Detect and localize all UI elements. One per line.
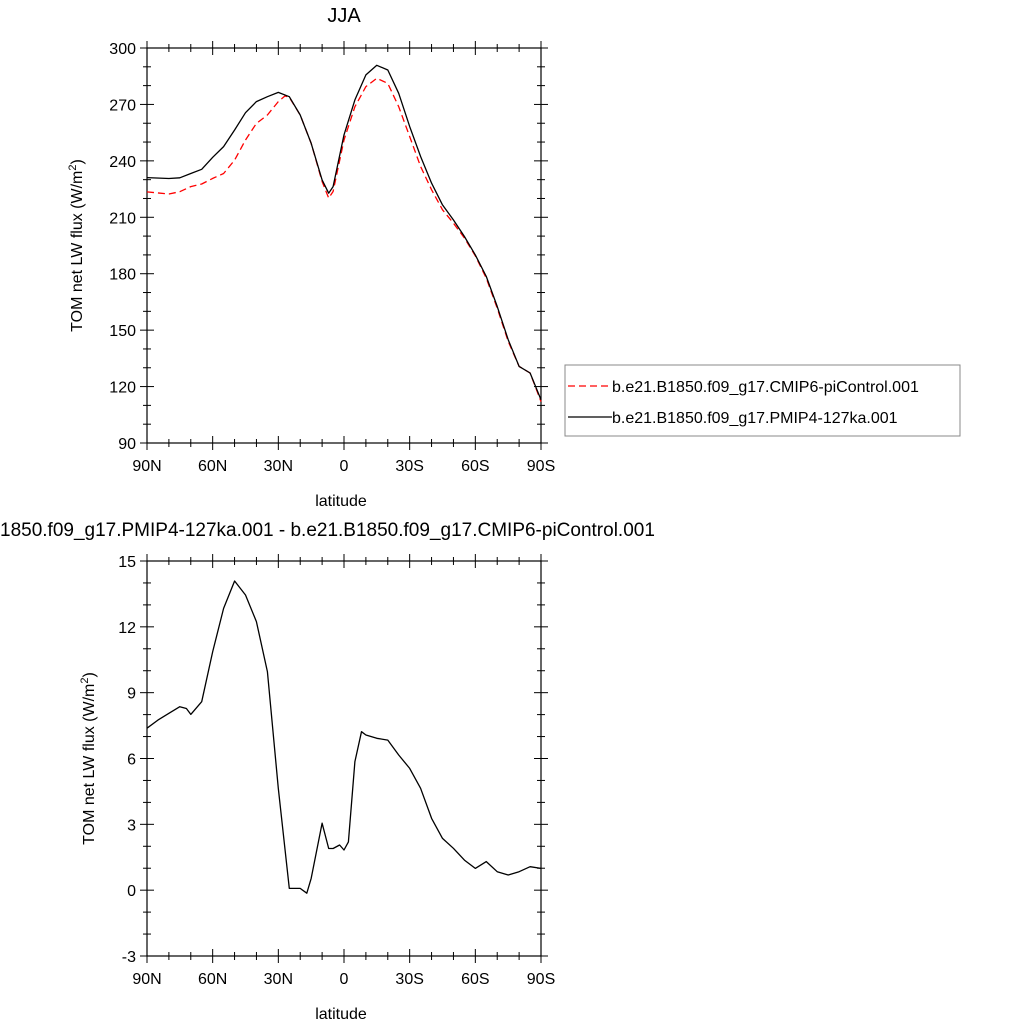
y-tick-label: 120 bbox=[109, 380, 136, 397]
plot-1: 90N 60N 30N 0 30S 60S 90S 90 120 150 180 210 240 270 3… bbox=[67, 5, 961, 510]
x-tick-label: 30S bbox=[395, 971, 423, 988]
x-tick-label: 90S bbox=[527, 458, 555, 475]
y-axis-label-text: TOM net LW flux (W/m bbox=[81, 684, 98, 845]
y-tick-label: 150 bbox=[109, 323, 136, 340]
x-tick-label: 60N bbox=[198, 458, 227, 475]
plot-frame bbox=[146, 560, 542, 957]
legend-label: b.e21.B1850.f09_g17.PMIP4-127ka.001 bbox=[612, 410, 898, 427]
y-tick-label: 270 bbox=[109, 97, 136, 114]
x-axis-label: latitude bbox=[315, 1006, 367, 1023]
chart-title: 1850.f09_g17.PMIP4-127ka.001 - b.e21.B18… bbox=[0, 520, 655, 541]
y-tick-label: 12 bbox=[118, 620, 136, 637]
legend-box bbox=[564, 364, 961, 437]
x-tick-label: 90S bbox=[527, 971, 555, 988]
legend: b.e21.B1850.f09_g17.CMIP6-piControl.001b… bbox=[564, 364, 961, 437]
legend-label: b.e21.B1850.f09_g17.CMIP6-piControl.001 bbox=[612, 379, 919, 396]
y-axis-label-text: TOM net LW flux (W/m bbox=[69, 171, 86, 332]
x-tick-label: 90N bbox=[132, 971, 161, 988]
y-tick-label: 0 bbox=[127, 883, 136, 900]
y-tick-label: 9 bbox=[127, 686, 136, 703]
y-tick-label: 6 bbox=[127, 752, 136, 769]
x-tick-label: 60S bbox=[461, 458, 489, 475]
y-tick-label: -3 bbox=[122, 949, 136, 966]
y-tick-label: 240 bbox=[109, 154, 136, 171]
x-tick-label: 0 bbox=[340, 458, 349, 475]
series-line-1 bbox=[146, 77, 542, 402]
x-tick-label: 60S bbox=[461, 971, 489, 988]
series-line-2 bbox=[146, 64, 542, 400]
y-tick-label: 15 bbox=[118, 554, 136, 571]
y-axis-label: TOM net LW flux (W/m2) bbox=[67, 159, 86, 332]
series-line-1 bbox=[146, 580, 542, 894]
x-tick-label: 90N bbox=[132, 458, 161, 475]
chart-title: JJA bbox=[327, 5, 361, 27]
x-tick-label: 60N bbox=[198, 971, 227, 988]
x-tick-label: 30S bbox=[395, 458, 423, 475]
y-tick-label: 300 bbox=[109, 41, 136, 58]
plot-frame bbox=[146, 47, 542, 444]
y-tick-label: 210 bbox=[109, 210, 136, 227]
y-axis-label-superscript: 2 bbox=[67, 165, 79, 171]
plot-2: 90N 60N 30N 0 30S 60S 90S -3 0 3 6 9 12 15 1850.f09_g1… bbox=[0, 520, 655, 1023]
y-axis-label-close: ) bbox=[81, 672, 98, 677]
y-tick-label: 90 bbox=[118, 436, 136, 453]
x-tick-label: 0 bbox=[340, 971, 349, 988]
y-tick-label: 180 bbox=[109, 267, 136, 284]
y-axis-label-close: ) bbox=[69, 159, 86, 164]
y-axis-label-superscript: 2 bbox=[79, 678, 91, 684]
y-axis-label: TOM net LW flux (W/m2) bbox=[79, 672, 98, 845]
x-axis-label: latitude bbox=[315, 493, 367, 510]
x-tick-label: 30N bbox=[264, 971, 293, 988]
y-tick-label: 3 bbox=[127, 817, 136, 834]
x-tick-label: 30N bbox=[264, 458, 293, 475]
